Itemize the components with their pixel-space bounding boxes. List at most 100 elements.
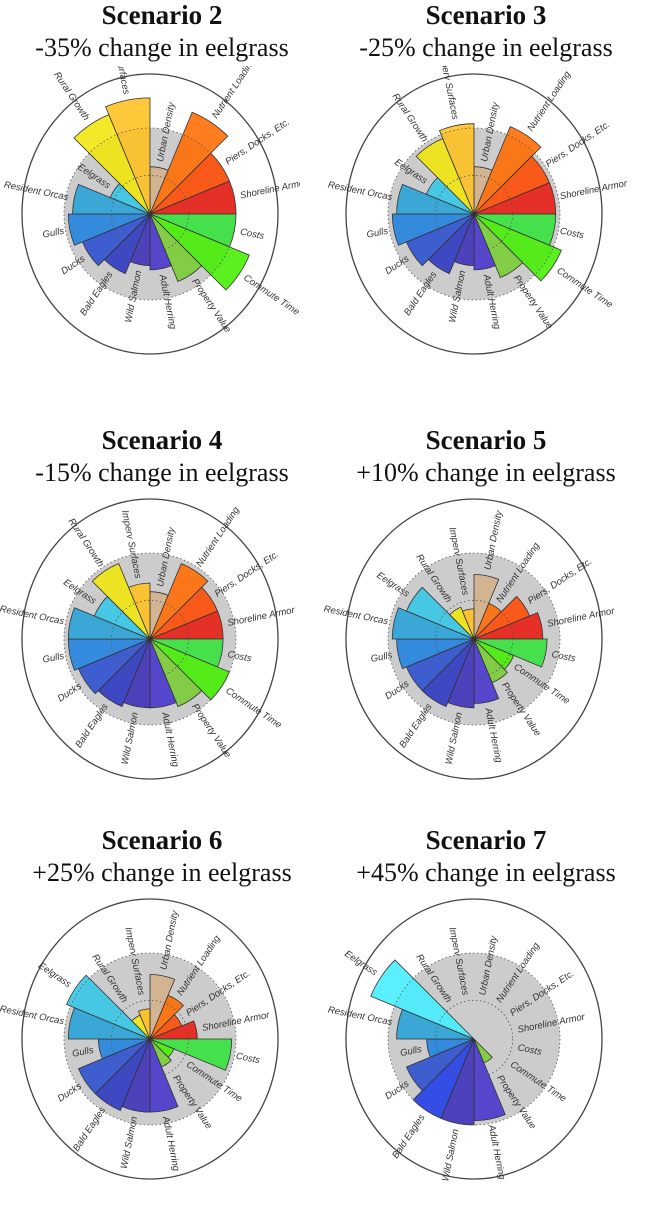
chart-title: Scenario 2 (101, 0, 223, 30)
label-ducks: Ducks (59, 253, 87, 277)
label-bald-eagles: Bald Eagles (73, 702, 110, 750)
label-piers-docks-etc: Piers, Docks, Etc. (223, 117, 291, 168)
bar-commute-time (473, 213, 562, 282)
label-resident-orcas: Resident Orcas (3, 179, 70, 203)
scenario-panel-5: Scenario 5 +10% change in eelgrass Urban… (324, 425, 648, 825)
bar-ducks (77, 1038, 151, 1095)
bar-urban-density (473, 574, 500, 640)
label-nutrient-loading: Nutrient Loading (210, 66, 258, 121)
label-piers-docks-etc: Piers, Docks, Etc. (544, 119, 612, 170)
bar-nutrient-loading (149, 994, 185, 1040)
chart-subtitle: +10% change in eelgrass (356, 458, 616, 487)
grid-ring-1 (110, 999, 190, 1079)
bar-commute-time (149, 213, 250, 291)
label-rural-growth: Rural Growth (390, 91, 430, 144)
label-ducks: Ducks (56, 681, 84, 705)
label-costs: Costs (239, 227, 265, 243)
label-ducks: Ducks (383, 253, 411, 277)
bar-imperv-surfaces (105, 97, 151, 215)
label-nutrient-loading: Nutrient Loading (194, 504, 242, 569)
scenario-panel-7: Scenario 7 +45% change in eelgrass Urban… (324, 825, 648, 1225)
outer-ring (21, 73, 279, 355)
label-eelgrass: Eelgrass (36, 960, 73, 990)
bar-imperv-surfaces (461, 608, 475, 640)
bar-imperv-surfaces (128, 582, 151, 640)
bar-costs (149, 1038, 233, 1071)
label-commute-time: Commute Time (241, 273, 300, 318)
grid-ring-2 (63, 127, 237, 301)
bar-urban-density (149, 974, 176, 1040)
label-bald-eagles: Bald Eagles (397, 702, 434, 750)
bar-imperv-surfaces (438, 123, 475, 215)
label-shoreline-armor: Shoreline Armor (239, 177, 300, 201)
label-adult-herring: Adult Herring (160, 1115, 182, 1173)
grid-ring-1 (434, 174, 514, 254)
label-ducks: Ducks (383, 1078, 411, 1102)
label-gulls: Gulls (71, 1045, 95, 1060)
label-wild-salmon: Wild Salmon (440, 1128, 461, 1182)
chart-title: Scenario 4 (101, 425, 223, 455)
grid-ring-2 (63, 952, 237, 1126)
scenario-panel-4: Scenario 4 -15% change in eelgrass Urban… (0, 425, 324, 825)
label-commute-time: Commute Time (555, 265, 615, 310)
bar-nutrient-loading (473, 126, 542, 215)
label-bald-eagles: Bald Eagles (390, 1112, 427, 1160)
label-eelgrass: Eelgrass (374, 570, 411, 600)
label-resident-orcas: Resident Orcas (0, 1004, 65, 1028)
label-nutrient-loading: Nutrient Loading (525, 69, 573, 134)
chart-title: Scenario 3 (425, 0, 547, 30)
grid-ring-2 (387, 127, 561, 301)
label-adult-herring: Adult Herring (485, 1123, 507, 1181)
bar-adult-herring (149, 213, 172, 271)
grid-ring-1 (110, 174, 190, 254)
scenario-panel-2: Scenario 2 -35% change in eelgrass Urban… (0, 0, 324, 400)
label-property-value: Property Value (511, 273, 555, 331)
chart-subtitle: +45% change in eelgrass (356, 858, 616, 887)
grid-ring-1 (434, 599, 514, 679)
label-resident-orcas: Resident Orcas (324, 604, 389, 628)
bar-gulls (391, 213, 475, 246)
chart-title: Scenario 6 (101, 825, 223, 855)
label-costs: Costs (517, 1042, 543, 1058)
outer-ring (345, 898, 603, 1180)
bar-rural-growth (449, 606, 475, 640)
bar-nutrient-loading (149, 562, 209, 640)
bar-eelgrass (370, 959, 475, 1040)
label-shoreline-armor: Shoreline Armor (559, 178, 629, 202)
scenario-panel-6: Scenario 6 +25% change in eelgrass Urban… (0, 825, 324, 1225)
label-ducks: Ducks (56, 1081, 84, 1105)
label-gulls: Gulls (366, 226, 390, 241)
bar-gulls (67, 213, 151, 246)
grid-ring-2 (63, 552, 237, 726)
label-resident-orcas: Resident Orcas (0, 604, 65, 628)
label-gulls: Gulls (399, 1044, 423, 1059)
bar-commute-time (149, 638, 230, 701)
label-gulls: Gulls (42, 651, 66, 666)
bar-eelgrass (405, 586, 475, 640)
bar-property-value (149, 213, 203, 283)
label-resident-orcas: Resident Orcas (327, 1004, 394, 1028)
chart-title: Scenario 7 (425, 825, 547, 855)
bar-costs (473, 638, 548, 668)
scenario-panel-3: Scenario 3 -25% change in eelgrass Urban… (324, 0, 648, 400)
chart-subtitle: +25% change in eelgrass (32, 858, 292, 887)
bar-ducks (405, 1038, 475, 1092)
bar-rural-growth (91, 562, 151, 640)
chart-title: Scenario 5 (425, 425, 547, 455)
bar-resident-orcas (67, 607, 151, 640)
label-rural-growth: Rural Growth (66, 516, 106, 569)
grid-ring-1 (434, 999, 514, 1079)
bar-imperv-surfaces (137, 1008, 151, 1040)
label-shoreline-armor: Shoreline Armor (546, 605, 616, 629)
bar-nutrient-loading (149, 111, 229, 215)
outer-ring (21, 498, 279, 780)
label-property-value: Property Value (189, 702, 233, 760)
chart-subtitle: -35% change in eelgrass (35, 33, 289, 62)
outer-ring (345, 498, 603, 780)
chart-subtitle: -15% change in eelgrass (35, 458, 289, 487)
